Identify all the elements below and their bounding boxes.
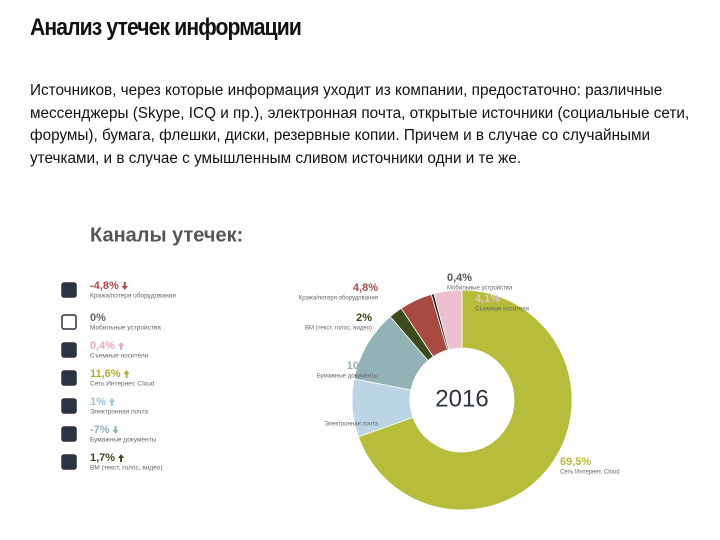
donut-center — [416, 354, 508, 446]
segment-name: ВМ (текст, голос, видео) — [305, 326, 372, 332]
channel-icon — [61, 370, 77, 386]
channel-icon — [61, 454, 77, 470]
segment-name: Кража/потеря оборудования — [299, 296, 378, 302]
change-value: 0,4% — [90, 340, 115, 352]
change-value: 1,7% — [90, 452, 115, 464]
segment-name: Бумажные документы — [317, 374, 378, 380]
segment-name: Мобильные устройства — [447, 285, 513, 292]
segment-value: 10,6% — [347, 360, 378, 372]
channel-icon — [61, 426, 77, 442]
segment-value: 0,4% — [447, 272, 472, 284]
channel-icon — [61, 314, 77, 330]
channel-name: Кража/потеря оборудования — [90, 292, 176, 300]
change-value: -4,8% — [90, 280, 119, 292]
donut-segment — [357, 289, 573, 511]
trend-arrow — [112, 426, 119, 434]
channel-icon — [61, 398, 77, 414]
channel-name: Мобильные устройства — [90, 324, 161, 332]
trend-arrow — [118, 454, 125, 462]
channel-name: Электронная почта — [90, 409, 148, 416]
segment-name: Съемные носители — [475, 307, 529, 313]
segment-value: 8,5% — [353, 408, 378, 420]
channel-name: Бумажные документы — [90, 437, 157, 444]
channel-name: Съемные носители — [90, 353, 149, 360]
change-value: 1% — [90, 396, 106, 408]
channel-icon — [61, 342, 77, 358]
body-text: Источников, через которые информация ухо… — [30, 82, 690, 167]
trend-arrow — [118, 342, 125, 350]
segment-value: 69,5% — [560, 456, 591, 468]
change-value: 0% — [90, 312, 106, 324]
segment-name: Сеть Интернет, Cloud — [560, 470, 620, 476]
segment-value: 4,1% — [475, 293, 500, 305]
channel-name: ВМ (текст, голос, видео) — [90, 465, 163, 472]
center-label: 2016 — [435, 385, 488, 412]
segment-name: Электронная почта — [324, 422, 378, 428]
slide-title: Анализ утечек информации — [30, 14, 302, 41]
change-value: 11,6% — [90, 368, 121, 380]
segment-value: 2% — [356, 312, 372, 324]
trend-arrow — [123, 370, 130, 378]
change-value: -7% — [90, 424, 110, 436]
trend-arrow — [108, 398, 115, 406]
trend-arrow — [121, 282, 128, 290]
channel-name: Сеть Интернет, Cloud — [90, 381, 155, 388]
infographic-title: Каналы утечек: — [90, 224, 243, 246]
segment-value: 4,8% — [353, 282, 378, 294]
channel-icon — [61, 282, 77, 298]
donut-segment — [433, 289, 463, 351]
